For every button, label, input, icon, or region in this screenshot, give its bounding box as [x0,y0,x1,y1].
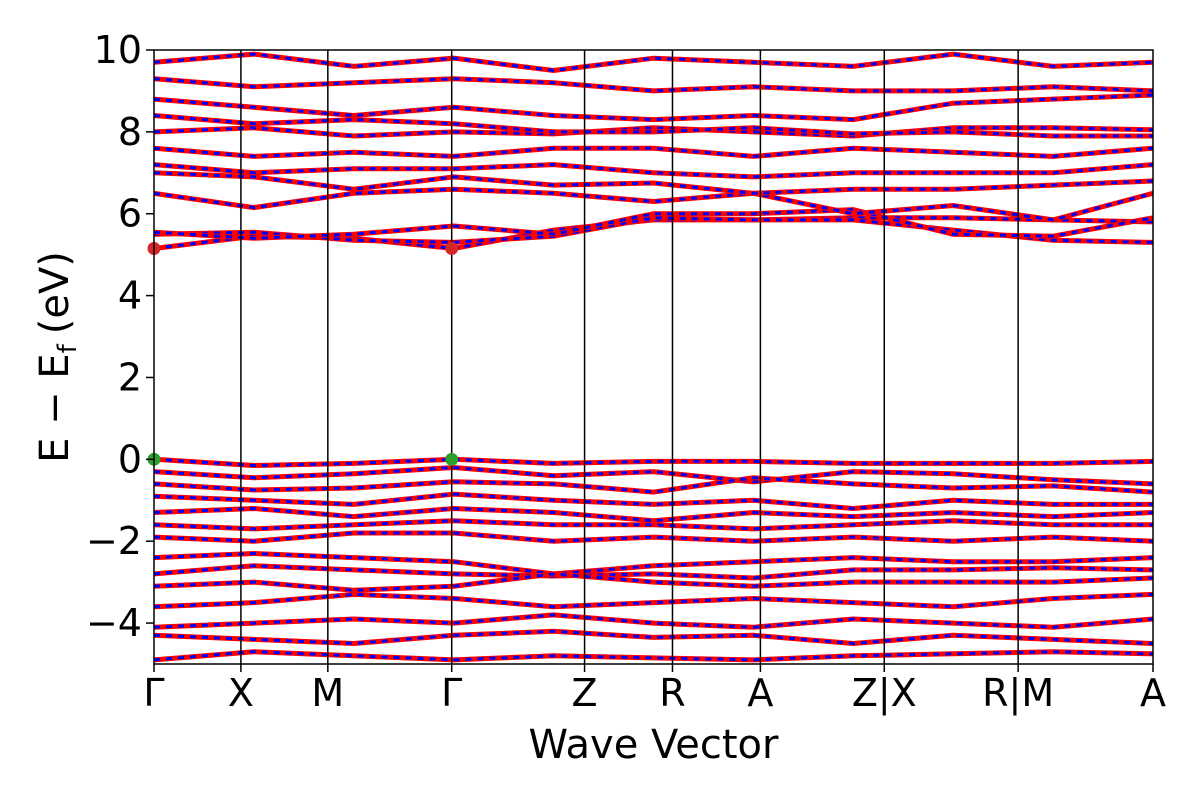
valence-band-4-spin-up [154,505,1153,524]
x-axis-label: Wave Vector [529,722,780,768]
extrema-markers [147,242,459,466]
valence-band-8-spin-down [154,564,1153,580]
valence-band-13-spin-up [154,649,1153,663]
cbm-marker-1 [445,242,459,256]
x-axis-ticks: Γ X M Γ Z R A Z|X R|M A [143,664,1166,716]
y-tick-label: 8 [118,110,142,154]
conduction-band-5-spin-down [154,163,1153,179]
x-tick-label: X [228,671,254,715]
valence-band-12-spin-down [154,629,1153,646]
k-point-lines [240,50,1019,664]
valence-band-9-spin-up [154,571,1153,593]
conduction-band-8-spin-down [154,114,1153,138]
valence-band-7-spin-up [154,550,1153,577]
conduction-band-4-spin-up [154,170,1153,196]
y-tick-label: 10 [94,28,142,72]
y-axis-label: E − Ef (eV) [32,251,83,463]
x-tick-label: Z [572,671,598,715]
valence-band-3-spin-up [154,491,1153,512]
bands-layer [154,51,1153,663]
valence-band-6-spin-up [154,530,1153,544]
valence-band-13-spin-down [154,650,1153,662]
y-tick-label: 6 [118,192,142,236]
valence-band-5-spin-down [154,519,1153,531]
y-axis-label-unit: (eV) [32,251,78,334]
y-tick-label: 4 [118,274,142,318]
valence-band-11-spin-down [154,613,1153,629]
x-tick-label: R [659,671,685,715]
y-tick-label: −4 [86,601,142,645]
valence-band-2-spin-up [154,475,1153,495]
valence-band-0-spin-down [154,457,1153,468]
conduction-band-3-spin-down [154,187,1153,222]
x-tick-label: A [1140,671,1166,715]
conduction-band-11-spin-up [154,51,1153,74]
plot-frame [153,49,1154,665]
conduction-band-10-spin-down [154,77,1153,93]
valence-band-10-spin-up [154,591,1153,610]
valence-band-1-spin-up [154,464,1153,487]
conduction-band-5-spin-up [154,162,1153,180]
y-tick-label: 0 [118,437,142,481]
y-axis-ticks: −4 −2 0 2 4 6 8 10 [86,28,154,645]
y-tick-label: 2 [118,355,142,399]
conduction-band-7-spin-down [154,126,1153,138]
x-tick-label: R|M [982,671,1054,716]
x-tick-label: A [747,671,773,715]
conduction-band-10-spin-up [154,76,1153,94]
conduction-band-9-spin-up [154,92,1153,123]
valence-band-0-spin-up [154,456,1153,469]
valence-band-10-spin-down [154,592,1153,609]
y-tick-label: −2 [86,519,142,563]
x-tick-label: M [311,671,344,715]
x-tick-label: Γ [143,671,164,715]
x-tick-label: Γ [441,671,462,715]
x-tick-label: Z|X [852,671,917,716]
conduction-band-6-spin-up [154,145,1153,159]
y-axis-label-subscript: f [53,343,83,353]
valence-band-6-spin-down [154,531,1153,543]
conduction-band-2-spin-up [154,207,1153,241]
vbm-marker-3 [445,452,459,466]
y-axis-label-main: E − E [32,353,78,463]
